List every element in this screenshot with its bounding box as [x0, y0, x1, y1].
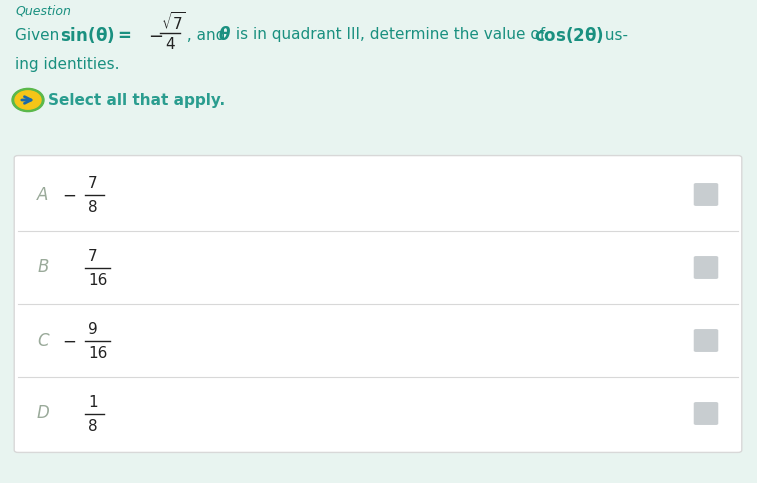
Text: 7: 7	[88, 176, 98, 191]
Text: $-$: $-$	[62, 185, 76, 203]
Text: 1: 1	[88, 395, 98, 410]
Text: $\mathbf{cos(2\theta)}$: $\mathbf{cos(2\theta)}$	[534, 25, 604, 45]
Text: A: A	[37, 185, 48, 203]
Text: 8: 8	[88, 419, 98, 434]
Text: $\mathbf{sin(\theta)=}$: $\mathbf{sin(\theta)=}$	[60, 25, 132, 45]
Text: 8: 8	[88, 200, 98, 215]
FancyBboxPatch shape	[693, 329, 718, 352]
FancyBboxPatch shape	[693, 402, 718, 425]
Text: 16: 16	[88, 273, 107, 288]
Text: D: D	[36, 404, 49, 423]
FancyBboxPatch shape	[693, 183, 718, 206]
Text: $-$: $-$	[62, 331, 76, 350]
Text: , and: , and	[182, 28, 230, 43]
Text: 16: 16	[88, 346, 107, 361]
Text: Given: Given	[15, 28, 64, 43]
Ellipse shape	[15, 91, 41, 109]
FancyBboxPatch shape	[14, 156, 742, 453]
Text: $4$: $4$	[165, 36, 176, 52]
Text: us-: us-	[600, 28, 628, 43]
Text: 9: 9	[88, 322, 98, 337]
Text: 7: 7	[88, 249, 98, 264]
Ellipse shape	[12, 88, 44, 112]
Text: $\sqrt{7}$: $\sqrt{7}$	[161, 11, 186, 33]
Text: ing identities.: ing identities.	[15, 57, 120, 71]
FancyBboxPatch shape	[693, 256, 718, 279]
Text: C: C	[37, 331, 48, 350]
Text: $-$: $-$	[148, 26, 164, 44]
Text: $\boldsymbol{\theta}$: $\boldsymbol{\theta}$	[218, 26, 231, 44]
Text: Question: Question	[15, 5, 71, 18]
Text: is in quadrant III, determine the value of: is in quadrant III, determine the value …	[231, 28, 550, 43]
Text: Select all that apply.: Select all that apply.	[48, 93, 225, 108]
Text: B: B	[37, 258, 48, 276]
